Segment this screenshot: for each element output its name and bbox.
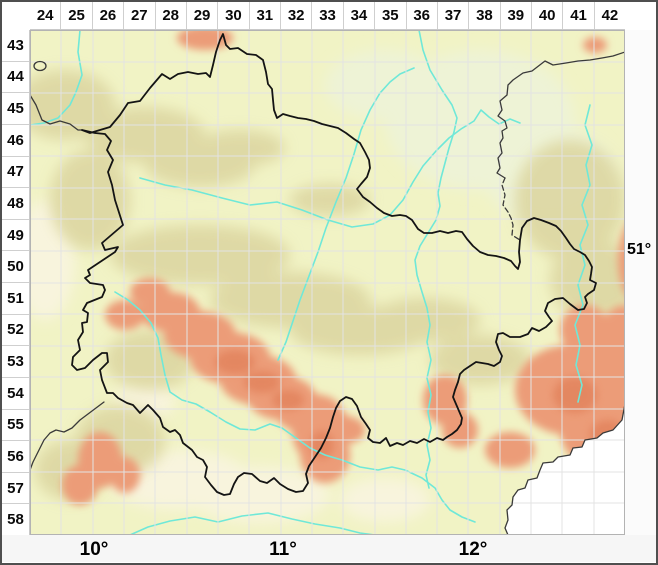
thuringia-boundary bbox=[71, 33, 597, 496]
column-label: 41 bbox=[563, 2, 595, 29]
column-label: 32 bbox=[281, 2, 313, 29]
latitude-label-51: 51° bbox=[627, 241, 652, 258]
header-corner-cell bbox=[2, 2, 30, 29]
relief-grid-map[interactable] bbox=[30, 30, 625, 535]
row-label: 45 bbox=[2, 93, 29, 125]
exclave-outline bbox=[33, 60, 47, 72]
map-canvas bbox=[30, 30, 625, 535]
right-margin bbox=[625, 30, 656, 535]
national-border-southeast bbox=[504, 403, 625, 535]
river bbox=[574, 104, 593, 403]
row-label: 55 bbox=[2, 409, 29, 442]
column-label: 34 bbox=[343, 2, 376, 29]
column-label: 25 bbox=[61, 2, 93, 29]
column-label: 33 bbox=[312, 2, 344, 29]
column-label: 37 bbox=[437, 2, 470, 29]
row-label: 47 bbox=[2, 156, 29, 189]
row-label: 52 bbox=[2, 314, 29, 347]
map-border bbox=[30, 30, 625, 535]
longitude-label-11: 11° bbox=[269, 539, 297, 560]
outside-area bbox=[505, 404, 625, 535]
river bbox=[414, 30, 458, 489]
column-label: 36 bbox=[406, 2, 438, 29]
bottom-margin bbox=[2, 535, 656, 562]
state-boundary-northeast bbox=[496, 51, 625, 179]
row-label: 48 bbox=[2, 188, 29, 220]
column-label: 38 bbox=[469, 2, 501, 29]
river bbox=[114, 291, 476, 523]
column-header: 24 25 26 27 28 29 30 31 32 33 34 35 36 3… bbox=[30, 2, 626, 30]
row-label: 54 bbox=[2, 377, 29, 410]
column-label: 42 bbox=[594, 2, 626, 29]
row-label: 43 bbox=[2, 30, 29, 62]
river bbox=[139, 109, 521, 228]
row-header: 43 44 45 46 47 48 49 50 51 52 53 54 55 5… bbox=[2, 30, 30, 535]
longitude-label-10: 10° bbox=[79, 539, 109, 560]
grid-lines bbox=[30, 30, 625, 535]
row-label: 50 bbox=[2, 251, 29, 283]
column-label: 24 bbox=[30, 2, 62, 29]
river bbox=[277, 67, 415, 361]
state-boundary-east-dashed bbox=[501, 177, 521, 241]
column-label: 35 bbox=[375, 2, 407, 29]
row-label: 49 bbox=[2, 219, 29, 252]
column-label: 39 bbox=[500, 2, 532, 29]
column-label: 29 bbox=[186, 2, 219, 29]
column-label: 26 bbox=[92, 2, 125, 29]
neighbor-boundaries bbox=[30, 51, 625, 535]
row-label: 44 bbox=[2, 61, 29, 94]
row-label: 56 bbox=[2, 441, 29, 473]
row-label: 46 bbox=[2, 124, 29, 157]
column-label: 40 bbox=[532, 2, 564, 29]
row-label: 53 bbox=[2, 346, 29, 378]
state-boundary-southwest bbox=[30, 401, 105, 471]
state-boundary-northwest bbox=[30, 94, 83, 131]
column-label: 27 bbox=[124, 2, 156, 29]
row-label: 58 bbox=[2, 504, 29, 535]
column-label: 28 bbox=[155, 2, 187, 29]
column-label: 31 bbox=[249, 2, 281, 29]
row-label: 57 bbox=[2, 472, 29, 505]
column-label: 30 bbox=[218, 2, 250, 29]
longitude-label-12: 12° bbox=[458, 539, 488, 560]
row-label: 51 bbox=[2, 283, 29, 315]
